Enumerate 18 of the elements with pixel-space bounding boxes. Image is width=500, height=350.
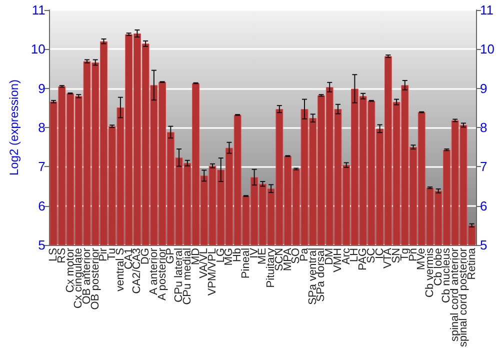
y2-tick-label: 11 (480, 2, 494, 18)
y2-tick-label: 7 (480, 159, 488, 174)
y2-tick-label: 8 (480, 120, 488, 135)
y-tick-label: 7 (38, 159, 46, 174)
y-axis-title: Log2 (expression) (7, 79, 21, 176)
y-tick-label: 11 (32, 2, 46, 18)
y2-tick-label: 6 (480, 198, 488, 214)
y2-tick-label: 5 (480, 237, 488, 252)
y2-tick-label: 10 (480, 42, 494, 57)
x-tick-label: Retina (466, 247, 478, 280)
x-tick-label: A posterior (156, 248, 168, 301)
y-tick-label: 5 (38, 237, 46, 252)
y-tick-label: 10 (30, 42, 46, 57)
y-tick-label: 8 (38, 120, 46, 135)
x-tick-label: Tg (398, 248, 411, 261)
y2-tick-label: 9 (480, 80, 488, 96)
y-tick-label: 9 (38, 80, 46, 96)
y-tick-label: 6 (38, 198, 46, 214)
